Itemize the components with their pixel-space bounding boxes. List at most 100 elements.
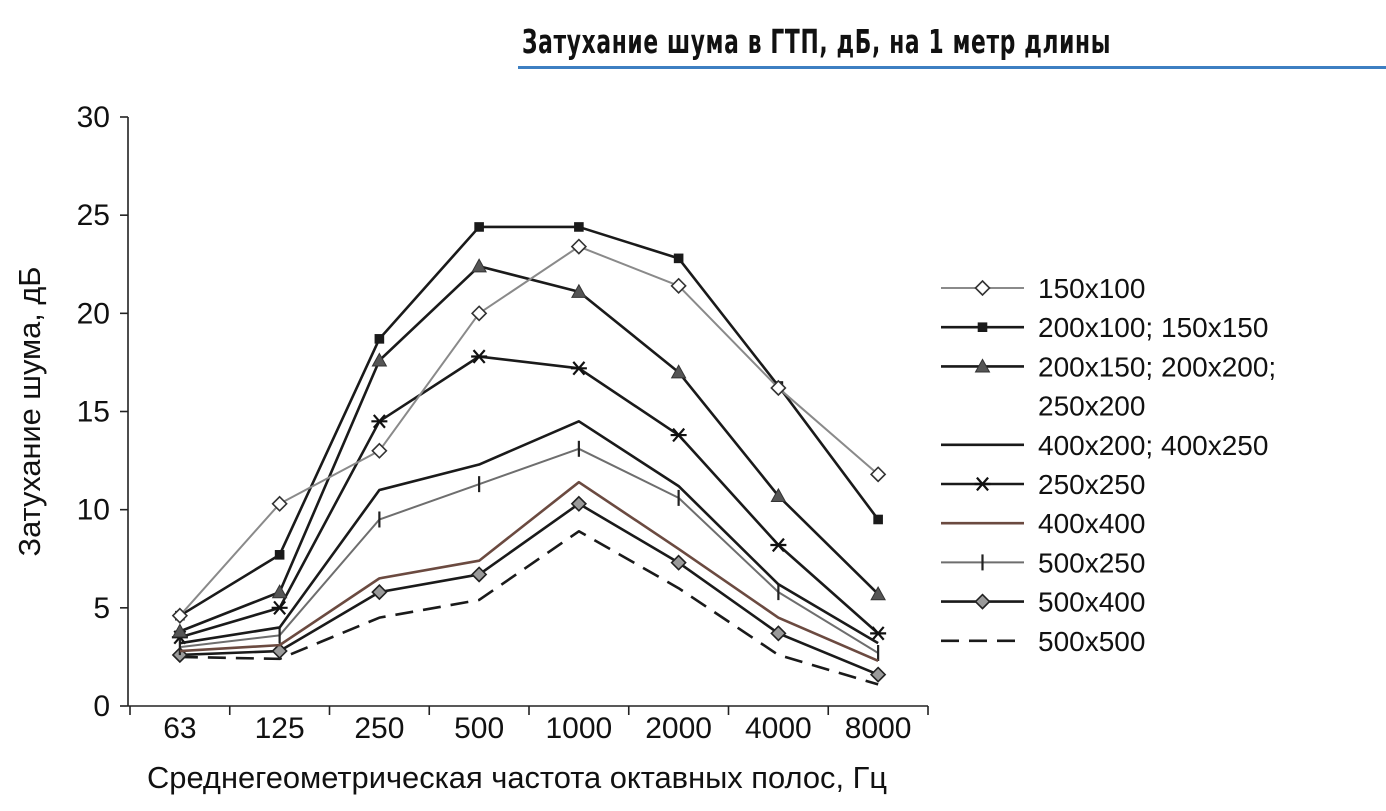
series-500x250 <box>178 440 880 661</box>
title-underline <box>518 66 1386 69</box>
series-line <box>179 480 879 663</box>
series-line <box>179 355 879 639</box>
legend-label: 150x100 <box>1038 273 1145 304</box>
data-point <box>770 537 787 553</box>
series-500x400 <box>171 495 887 683</box>
x-tick-label: 500 <box>454 712 504 745</box>
data-point <box>371 583 388 601</box>
legend-item: 150x100 <box>941 273 1145 304</box>
data-point <box>172 623 188 638</box>
legend-marker <box>974 593 991 610</box>
x-tick-label: 1000 <box>546 712 613 745</box>
data-point <box>670 554 687 571</box>
data-point <box>869 466 887 483</box>
series-line <box>179 447 879 654</box>
data-point <box>371 442 388 459</box>
series-200x150-200x200-250x200 <box>172 258 886 638</box>
legend-marker <box>977 322 988 332</box>
data-point <box>374 334 385 344</box>
data-point <box>670 364 687 379</box>
data-point <box>274 550 285 560</box>
series-150x100 <box>171 238 887 624</box>
series-250x250 <box>171 349 887 645</box>
chart-title-block: Затухание шума в ГТП, дБ, на 1 метр длин… <box>518 14 1386 70</box>
data-point <box>371 414 388 429</box>
data-point <box>870 626 887 641</box>
series-line <box>179 529 879 686</box>
series-line <box>179 264 880 633</box>
data-point <box>570 495 588 512</box>
data-point <box>271 642 288 660</box>
data-point <box>673 253 684 264</box>
legend-item: 500x250 <box>941 547 1145 578</box>
data-point <box>271 600 288 615</box>
y-tick-label: 10 <box>77 494 110 527</box>
legend-label: 400x400 <box>1038 508 1145 539</box>
data-point <box>570 238 588 255</box>
data-point <box>471 349 488 364</box>
axes: 0 5 10 15 20 25 30 63 125 250 500 1000 2000 4000 8000 С… <box>12 101 929 795</box>
data-point <box>271 495 288 512</box>
legend-item: 500x500 <box>941 626 1145 657</box>
data-point <box>870 586 886 601</box>
data-point <box>271 584 288 599</box>
legend-item: 250x250 <box>941 469 1145 500</box>
legend-label: 200x150; 200x200; 250x200 <box>1038 351 1276 421</box>
legend: 150x100 200x100; 150x150 200x150; 200x200;… <box>941 273 1276 657</box>
data-point <box>574 222 584 232</box>
legend-label: 500x400 <box>1038 587 1145 618</box>
legend-item: 200x100; 150x150 <box>941 312 1268 343</box>
y-tick-label: 30 <box>77 101 110 134</box>
data-point <box>770 625 787 642</box>
data-point <box>470 566 488 583</box>
series-400x400 <box>179 480 879 663</box>
y-tick-label: 25 <box>77 199 110 232</box>
data-point <box>474 222 484 232</box>
legend-label: 250x250 <box>1038 469 1145 500</box>
series-400x200-400x250 <box>179 420 879 645</box>
legend-item: 400x200; 400x250 <box>941 430 1268 461</box>
series-500x500 <box>179 529 879 686</box>
x-tick-label: 4000 <box>745 712 812 745</box>
x-tick-label: 63 <box>163 712 196 745</box>
x-axis-title: Среднегеометрическая частота октавных по… <box>147 760 887 795</box>
series-line <box>179 420 879 645</box>
series-line <box>179 225 880 617</box>
legend-item: 400x400 <box>941 508 1145 539</box>
legend-marker <box>974 476 991 492</box>
data-point <box>873 514 883 525</box>
series-200x100-150x150 <box>175 222 883 621</box>
x-tick-label: 2000 <box>645 712 712 745</box>
data-point <box>171 607 189 624</box>
data-point <box>869 666 887 683</box>
data-point <box>770 487 787 503</box>
y-tick-label: 0 <box>93 690 110 723</box>
y-axis-title: Затухание шума, дБ <box>12 267 47 557</box>
x-tick-label: 125 <box>255 712 305 745</box>
data-point <box>670 427 687 443</box>
chart-title: Затухание шума в ГТП, дБ, на 1 метр длин… <box>522 22 1112 61</box>
data-point <box>770 379 787 397</box>
legend-label: 500x250 <box>1038 547 1145 578</box>
y-tick-label: 5 <box>93 592 110 625</box>
series-line <box>179 245 879 617</box>
data-point <box>571 283 587 298</box>
data-point <box>570 361 587 376</box>
legend-marker <box>974 279 991 297</box>
legend-marker <box>974 358 991 373</box>
legend-label: 200x100; 150x150 <box>1038 312 1268 343</box>
series-line <box>179 502 879 676</box>
data-point <box>670 277 687 294</box>
legend-item: 500x400 <box>941 587 1145 618</box>
y-tick-label: 20 <box>77 297 110 330</box>
legend-label: 400x200; 400x250 <box>1038 430 1268 461</box>
data-point <box>371 352 388 367</box>
legend-item: 200x150; 200x200; 250x200 <box>941 351 1276 422</box>
y-tick-label: 15 <box>77 396 110 429</box>
data-point <box>470 305 488 322</box>
legend-label: 500x500 <box>1038 626 1145 657</box>
x-tick-label: 250 <box>354 712 404 745</box>
x-tick-label: 8000 <box>845 712 912 745</box>
